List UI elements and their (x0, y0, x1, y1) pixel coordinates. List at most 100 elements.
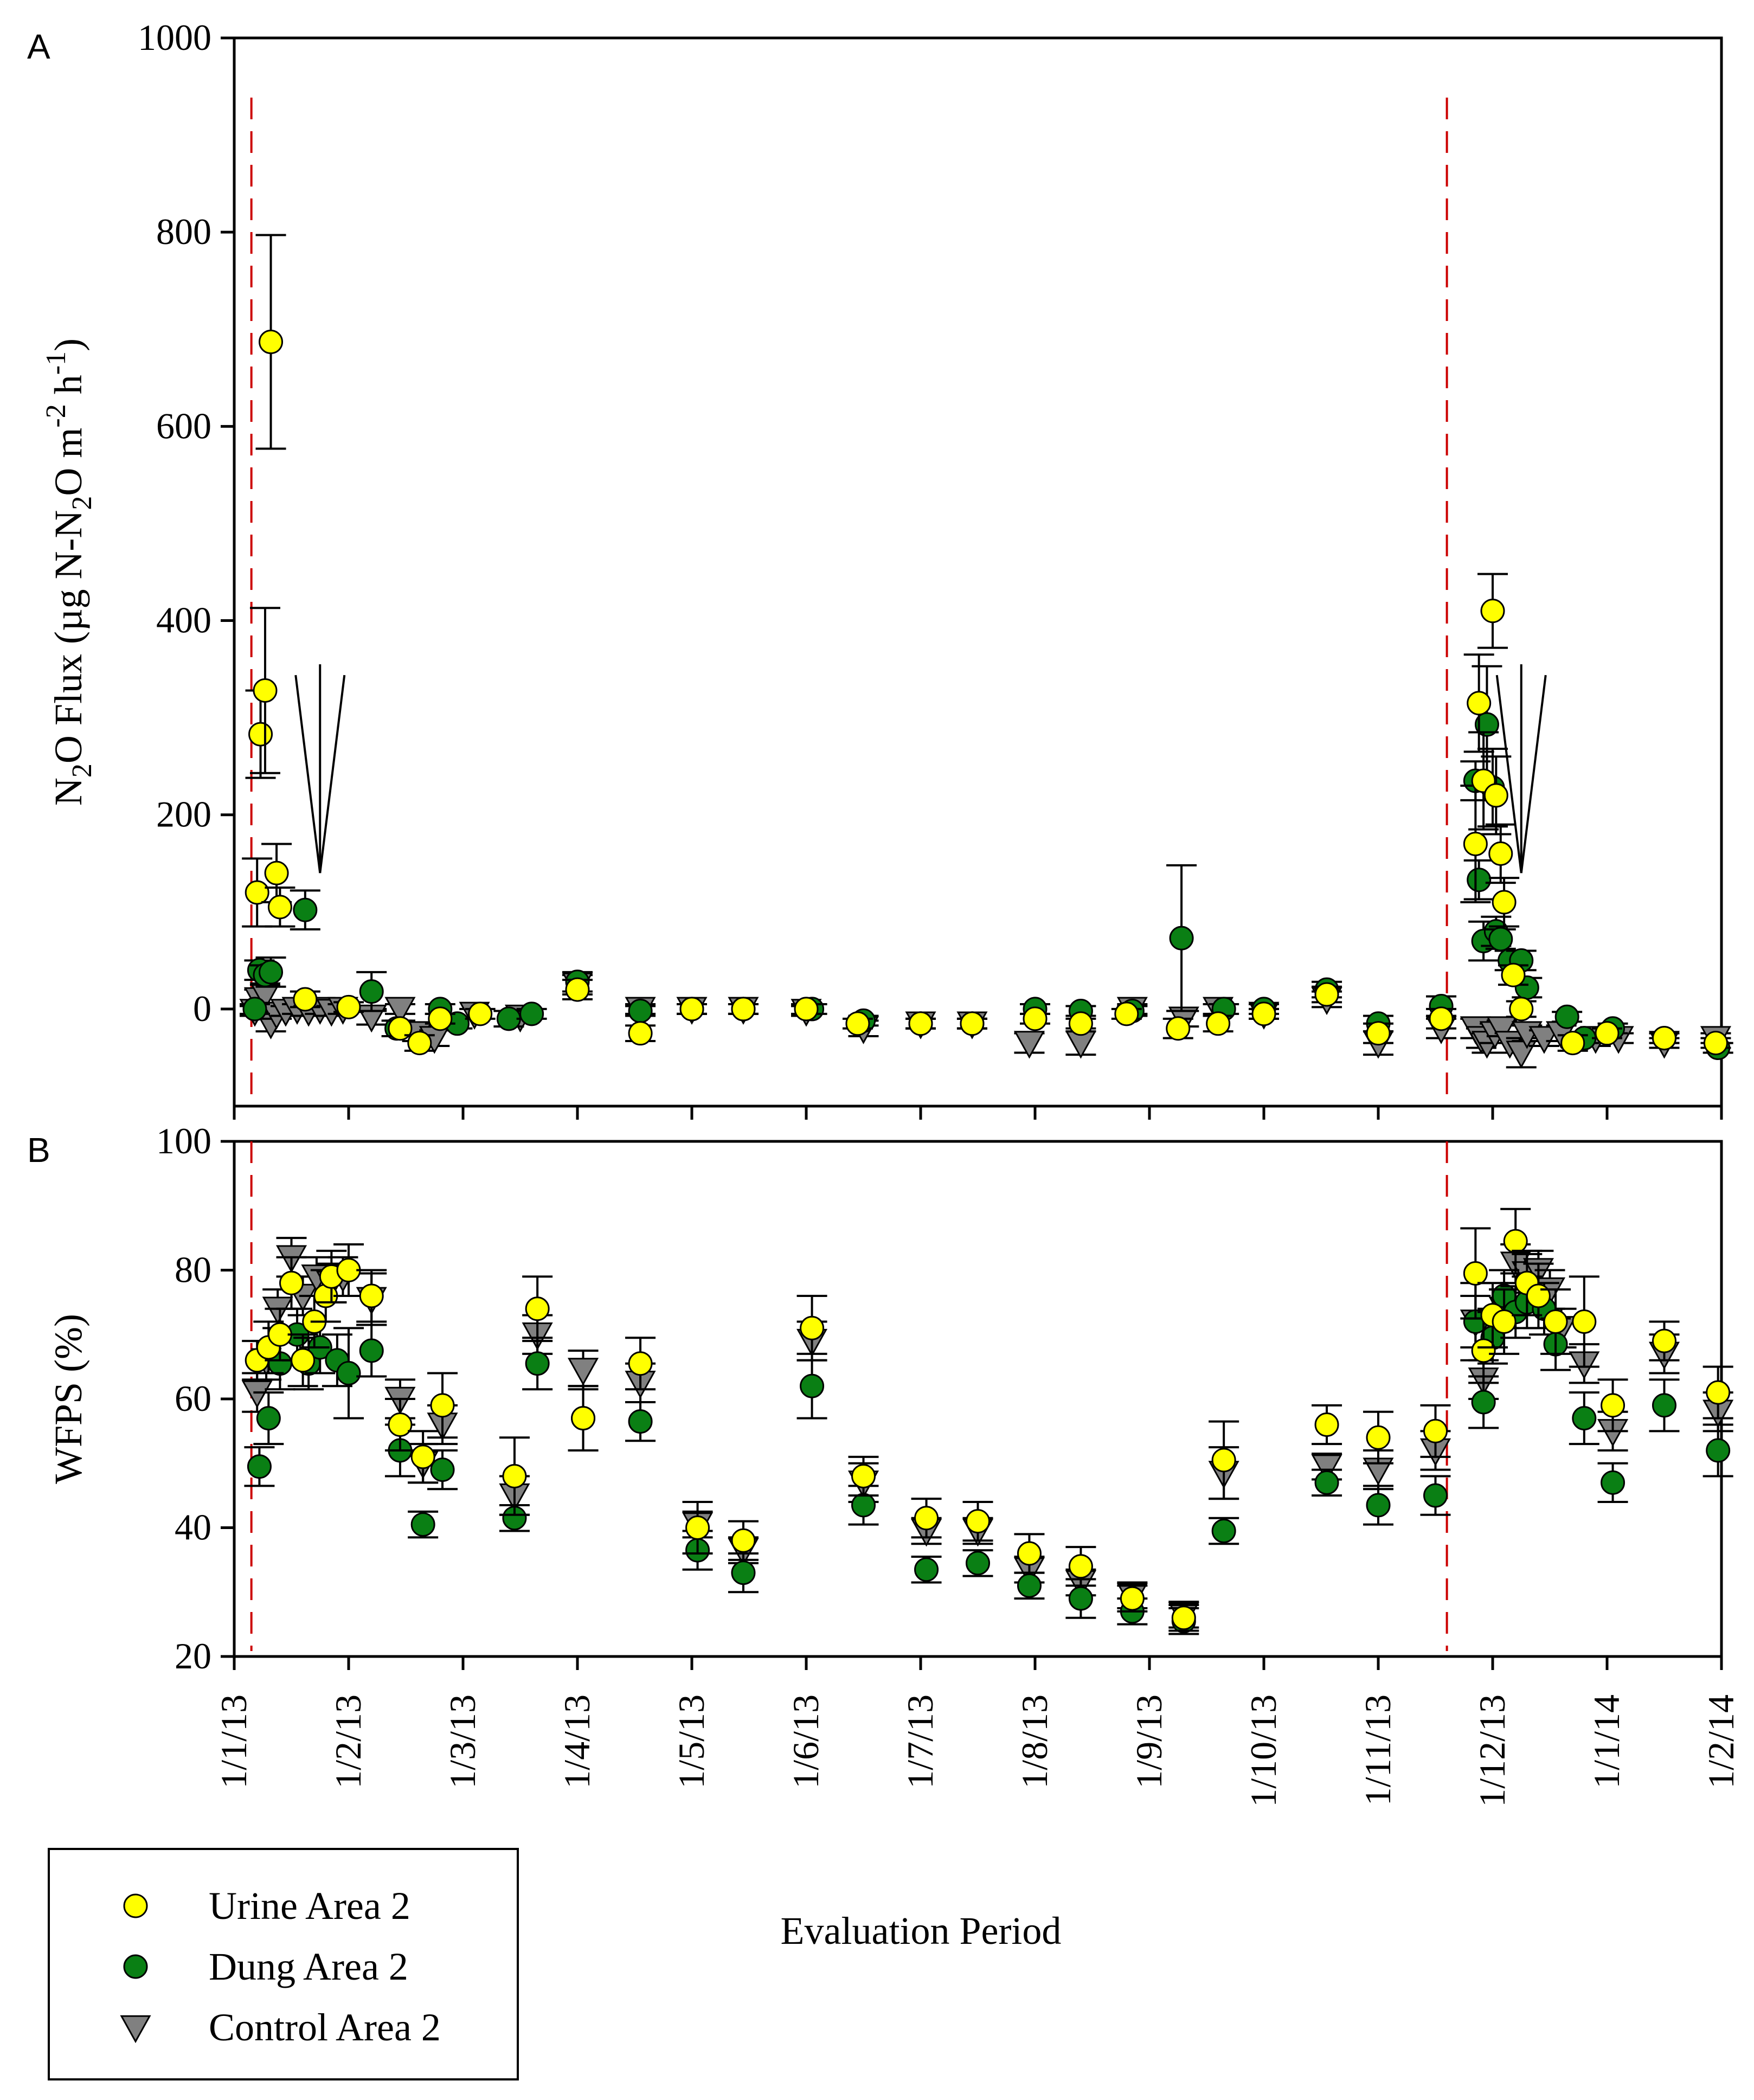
y-axis-title-part: O Flux (µg N-N (47, 510, 90, 763)
y-tick-label: 80 (175, 1249, 211, 1290)
data-point (1314, 1412, 1339, 1437)
data-point (628, 1351, 653, 1376)
data-point (628, 998, 653, 1023)
data-point (1114, 1001, 1139, 1026)
data-point (1652, 1393, 1676, 1418)
y-tick-label: 400 (156, 600, 211, 641)
data-point (1211, 1448, 1236, 1473)
data-point (1601, 1470, 1625, 1495)
data-point (1483, 783, 1508, 808)
data-point (794, 997, 819, 1022)
data-point (1480, 599, 1505, 624)
y-axis-title-part: N (47, 778, 90, 806)
data-point (241, 1380, 273, 1409)
y-axis-title-part: 2 (67, 496, 98, 510)
data-point (388, 1412, 413, 1437)
x-tick-label: 1/9/13 (1128, 1694, 1170, 1789)
data-point (1206, 1011, 1231, 1036)
data-point (565, 977, 590, 1002)
data-point (1211, 1518, 1236, 1543)
data-point (359, 1283, 384, 1308)
data-point (1543, 1309, 1568, 1334)
data-point (731, 1560, 756, 1585)
data-point (1595, 1021, 1620, 1046)
data-point (800, 1373, 825, 1398)
data-point (1706, 1380, 1731, 1405)
data-point (245, 880, 269, 905)
data-point (1366, 1493, 1391, 1518)
y-tick-label: 1000 (138, 17, 211, 58)
arrow-head (1520, 675, 1547, 874)
x-tick-label: 1/6/13 (785, 1694, 826, 1789)
data-point (1703, 1031, 1728, 1056)
x-tick-label: 1/7/13 (900, 1694, 941, 1789)
data-point (428, 1006, 453, 1031)
data-point (1492, 1309, 1517, 1334)
legend-label: Control Area 2 (209, 2006, 441, 2049)
data-point (259, 960, 284, 985)
data-point (1528, 1026, 1560, 1054)
series-urine-area-2 (242, 1208, 1733, 1632)
data-point (242, 997, 267, 1022)
y-tick-label: 800 (156, 211, 211, 252)
data-point (1706, 1438, 1731, 1463)
x-tick-label: 1/8/13 (1014, 1694, 1055, 1789)
y-tick-label: 60 (175, 1378, 211, 1419)
data-point (1311, 1454, 1342, 1482)
data-point (908, 1011, 933, 1036)
y-tick-label: 200 (156, 794, 211, 835)
data-point (1572, 1406, 1597, 1431)
data-point (468, 1001, 493, 1026)
data-point (336, 994, 361, 1019)
data-point (1166, 1016, 1191, 1041)
legend-label: Dung Area 2 (209, 1945, 408, 1988)
data-point (628, 1021, 653, 1046)
data-point (259, 330, 284, 355)
data-point (1486, 1016, 1518, 1044)
data-point (1467, 868, 1492, 892)
x-tick-label: 1/2/13 (327, 1694, 369, 1789)
data-point (1601, 1393, 1625, 1418)
series-urine-area-2 (242, 234, 1731, 1056)
panel-b: 20 40 60 80 100 B WFPS (%) 1/1/13 1/2/13 1/3/13 1/… (27, 1120, 1742, 1953)
data-point (845, 1011, 870, 1036)
data-point (1314, 982, 1339, 1007)
x-tick-label: 1/11/13 (1357, 1694, 1398, 1806)
data-point (1572, 1309, 1597, 1334)
data-point (1171, 1605, 1196, 1630)
panel-label: B (27, 1131, 50, 1170)
data-point (264, 860, 289, 885)
y-tick-label: 40 (175, 1507, 211, 1548)
data-point (1423, 1418, 1448, 1443)
x-tick-label: 1/1/14 (1586, 1694, 1627, 1789)
data-point (1017, 1573, 1042, 1598)
legend-marker (123, 1893, 148, 1918)
data-point (1492, 890, 1517, 915)
data-point (851, 1464, 876, 1488)
y-axis-title-part: h (47, 375, 90, 404)
y-axis-title-part: ) (47, 338, 90, 351)
data-point (359, 979, 384, 1004)
data-point (248, 722, 273, 747)
data-point (1251, 1001, 1276, 1026)
arrow-head (1495, 675, 1522, 874)
data-point (1169, 926, 1194, 951)
x-tick-label: 1/1/13 (213, 1694, 254, 1789)
x-axis-title: Evaluation Period (781, 1909, 1062, 1953)
data-point (1560, 1031, 1585, 1056)
data-point (1503, 1229, 1528, 1254)
data-point (966, 1551, 990, 1576)
data-point (1471, 1390, 1496, 1415)
data-point (1366, 1021, 1391, 1046)
data-point (1013, 1031, 1045, 1059)
data-point (1463, 831, 1488, 856)
data-point (384, 997, 416, 1025)
arrow-head (294, 675, 322, 874)
data-point (1023, 1006, 1048, 1031)
data-point (525, 1296, 550, 1321)
data-point (571, 1406, 596, 1431)
data-point (1652, 1026, 1676, 1051)
data-point (800, 1315, 825, 1340)
legend: Urine Area 2 Dung Area 2 Control Area 2 (48, 1848, 519, 2080)
